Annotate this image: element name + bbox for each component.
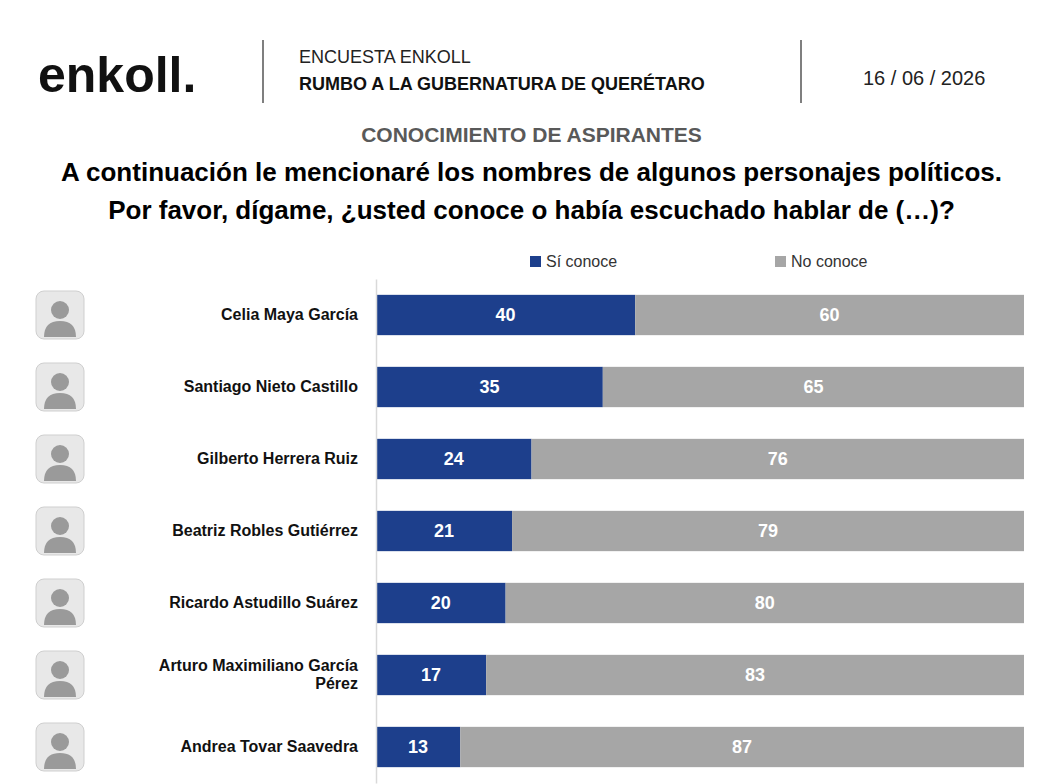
avatar-frame xyxy=(36,435,84,483)
tick: Santiago Nieto Castillo xyxy=(184,378,376,395)
separator xyxy=(800,40,802,103)
bar xyxy=(376,511,512,551)
separator xyxy=(262,40,264,103)
data-label: 87 xyxy=(732,737,752,757)
avatar-head xyxy=(51,589,69,607)
avatar-body xyxy=(44,537,76,553)
title-line: Por favor, dígame, ¿usted conoce o había… xyxy=(108,195,955,225)
data-label: 65 xyxy=(803,377,823,397)
y-axis: Celia Maya García Santiago Nieto Castillo… xyxy=(159,280,377,784)
data-labels: 40 35 24 21 20 17 13 60 65 76 79 80 83 87 xyxy=(408,305,840,757)
data-label: 40 xyxy=(496,305,516,325)
bar xyxy=(376,727,460,767)
bar xyxy=(512,511,1024,551)
tick-label: Beatriz Robles Gutiérrez xyxy=(172,522,358,539)
tick-label: Andrea Tovar Saavedra xyxy=(180,738,358,755)
avatar-frame xyxy=(36,579,84,627)
data-label: 35 xyxy=(479,377,499,397)
bar xyxy=(376,655,486,695)
data-label: 83 xyxy=(745,665,765,685)
tick-label: Santiago Nieto Castillo xyxy=(184,378,358,395)
tick: Arturo Maximiliano GarcíaPérez xyxy=(159,657,376,692)
bar xyxy=(376,583,506,623)
avatar-head xyxy=(51,373,69,391)
tick-label: Arturo Maximiliano GarcíaPérez xyxy=(159,657,358,692)
bar xyxy=(506,583,1024,623)
logo: enkoll. xyxy=(38,47,196,103)
legend-swatch xyxy=(775,256,786,267)
avatar-frame xyxy=(36,363,84,411)
legend-swatch xyxy=(530,256,541,267)
kicker: ENCUESTA ENKOLL xyxy=(299,47,471,67)
data-label: 13 xyxy=(408,737,428,757)
avatar xyxy=(36,507,84,555)
tick-label: Gilberto Herrera Ruiz xyxy=(197,450,358,467)
tick-label: Ricardo Astudillo Suárez xyxy=(169,594,358,611)
legend-item: No conoce xyxy=(775,253,868,270)
data-label: 76 xyxy=(768,449,788,469)
avatar-body xyxy=(44,321,76,337)
avatar-head xyxy=(51,517,69,535)
tick: Ricardo Astudillo Suárez xyxy=(169,594,376,611)
legend-item: Sí conoce xyxy=(530,253,617,270)
date: 16 / 06 / 2026 xyxy=(863,67,985,89)
avatar xyxy=(36,435,84,483)
avatar-head xyxy=(51,733,69,751)
avatar-head xyxy=(51,661,69,679)
avatar-body xyxy=(44,393,76,409)
tick: Gilberto Herrera Ruiz xyxy=(197,450,376,467)
bar xyxy=(460,727,1024,767)
avatar xyxy=(36,723,84,771)
data-label: 21 xyxy=(434,521,454,541)
avatar-frame xyxy=(36,291,84,339)
avatar-frame xyxy=(36,651,84,699)
avatar-frame xyxy=(36,507,84,555)
tick: Celia Maya García xyxy=(221,306,376,323)
bar xyxy=(376,295,635,335)
heading: RUMBO A LA GUBERNATURA DE QUERÉTARO xyxy=(299,73,705,94)
data-label: 79 xyxy=(758,521,778,541)
tick-label-line: Pérez xyxy=(315,675,358,692)
bar xyxy=(635,295,1024,335)
avatar xyxy=(36,579,84,627)
bars xyxy=(376,295,1024,767)
bar xyxy=(532,439,1024,479)
tick-label-line: Arturo Maximiliano García xyxy=(159,657,358,674)
data-label: 20 xyxy=(431,593,451,613)
bar xyxy=(376,367,603,407)
title-line: A continuación le mencionaré los nombres… xyxy=(61,157,1002,187)
chart-root: enkoll. ENCUESTA ENKOLL RUMBO A LA GUBERNA… xyxy=(0,0,1063,784)
data-label: 80 xyxy=(755,593,775,613)
tick: Beatriz Robles Gutiérrez xyxy=(172,522,376,539)
legend-label: Sí conoce xyxy=(546,253,617,270)
axis-line xyxy=(376,280,378,784)
data-label: 60 xyxy=(820,305,840,325)
avatar-body xyxy=(44,681,76,697)
avatar-frame xyxy=(36,723,84,771)
avatar-body xyxy=(44,609,76,625)
bar xyxy=(603,367,1024,407)
bar xyxy=(376,439,532,479)
bar xyxy=(486,655,1024,695)
tick: Andrea Tovar Saavedra xyxy=(180,738,376,755)
tick-label: Celia Maya García xyxy=(221,306,358,323)
avatar-body xyxy=(44,753,76,769)
avatar xyxy=(36,363,84,411)
avatar xyxy=(36,651,84,699)
legend-label: No conoce xyxy=(791,253,868,270)
avatars xyxy=(36,291,84,771)
data-label: 24 xyxy=(444,449,464,469)
avatar-head xyxy=(51,445,69,463)
title: A continuación le mencionaré los nombres… xyxy=(61,157,1002,225)
avatar-head xyxy=(51,301,69,319)
subtitle: CONOCIMIENTO DE ASPIRANTES xyxy=(361,123,702,146)
avatar-body xyxy=(44,465,76,481)
avatar xyxy=(36,291,84,339)
data-label: 17 xyxy=(421,665,441,685)
